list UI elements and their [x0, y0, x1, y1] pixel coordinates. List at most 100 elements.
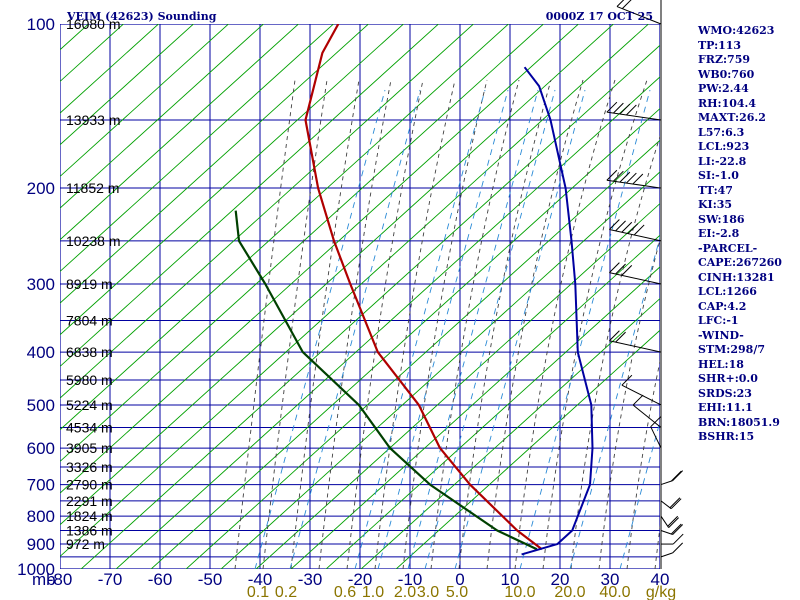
wind-barb-flag — [627, 223, 639, 234]
wind-barb — [606, 179, 662, 189]
wind-barb — [609, 340, 662, 353]
pressure-tick-label: 300 — [27, 275, 55, 294]
wind-barb-flag — [672, 533, 684, 545]
wind-barb-flag — [633, 224, 645, 236]
dry-adiabat-line — [80, 44, 660, 569]
dry-adiabat-line — [60, 24, 370, 304]
height-label: 972 m — [66, 536, 105, 552]
moist-adiabat-line — [234, 79, 296, 569]
mixing-ratio-lines — [254, 89, 660, 569]
wind-barb — [660, 480, 673, 486]
height-label: 8919 m — [66, 276, 113, 292]
stat-line: MAXT:26.2 — [698, 111, 766, 124]
moist-adiabat-line — [570, 135, 660, 569]
dry-adiabat-line — [60, 24, 615, 526]
stat-line: TT:47 — [698, 183, 733, 197]
height-label: 10238 m — [66, 233, 120, 249]
temperature-tick-label: 20 — [551, 570, 570, 589]
stat-line: TP:113 — [698, 38, 742, 52]
stat-line: EHI:11.1 — [698, 401, 753, 414]
dry-adiabat-line — [395, 329, 660, 569]
dry-adiabat-line — [60, 24, 580, 494]
mixing-ratio-label: 3.0 — [417, 584, 439, 600]
mixing-ratio-label: 0.1 — [247, 584, 269, 600]
wind-barb — [660, 515, 670, 528]
height-label: 5224 m — [66, 397, 113, 413]
moist-adiabat-line — [402, 79, 488, 569]
height-label: 1824 m — [66, 508, 113, 524]
temperature-tick-label: -20 — [348, 570, 373, 589]
stat-line: WB0:760 — [698, 67, 755, 81]
moist-adiabat-line — [458, 79, 552, 569]
temperature-tick-label: 30 — [601, 570, 620, 589]
pressure-tick-label: 1000 — [17, 560, 55, 579]
mixing-ratio-label: 20.0 — [554, 584, 585, 600]
pressure-unit-label: mb — [32, 570, 56, 589]
height-label: 2790 m — [66, 477, 113, 493]
stat-line: SRDS:23 — [698, 386, 752, 400]
mixing-ratio-line — [377, 89, 509, 569]
height-label: 7804 m — [66, 313, 113, 329]
pressure-tick-label: 100 — [27, 15, 55, 34]
wind-barb-flag — [632, 394, 644, 406]
dry-adiabat-line — [255, 202, 660, 569]
mixing-ratio-line — [407, 89, 539, 569]
mixing-ratio-line — [254, 89, 386, 569]
wind-barb — [616, 6, 662, 25]
height-label: 3905 m — [66, 440, 113, 456]
wind-barb-flag — [613, 102, 624, 114]
height-label: 3326 m — [66, 459, 113, 475]
stat-line: EI:-2.8 — [698, 227, 740, 240]
wind-barb — [660, 500, 672, 510]
mixing-ratio-line — [619, 419, 660, 569]
mixing-ratio-line — [569, 235, 660, 569]
dry-adiabat-line — [60, 24, 335, 273]
wind-barb-flag — [621, 0, 632, 9]
temperature-tick-label: -50 — [198, 570, 223, 589]
mixing-ratio-label: 1.0 — [362, 584, 384, 600]
wind-barb-flag — [619, 171, 631, 183]
stat-line: LI:-22.8 — [698, 154, 747, 168]
stat-line: L57:6.3 — [698, 125, 745, 139]
mixing-ratio-label: 40.0 — [599, 584, 630, 600]
moist-adiabat-line — [514, 79, 616, 569]
mixing-ratio-label: 0.2 — [275, 584, 297, 600]
dry-adiabat-line — [60, 24, 475, 399]
wind-barb-flag — [669, 497, 681, 509]
stat-line: FRZ:759 — [698, 53, 751, 66]
dry-adiabat-line — [60, 24, 650, 558]
wind-barb — [606, 111, 662, 121]
dry-adiabat-line — [360, 297, 660, 569]
stat-line: SHR+:0.0 — [698, 372, 758, 385]
dry-adiabat-line — [60, 24, 300, 241]
parcel-trace — [521, 66, 594, 556]
height-label: 13933 m — [66, 112, 120, 128]
wind-barb-flag — [672, 542, 684, 554]
height-label: 2291 m — [66, 493, 113, 509]
stat-line: CAP:4.2 — [698, 299, 747, 313]
dry-adiabat-line — [325, 266, 660, 569]
chart-title: VEIM (42623) Sounding — [66, 10, 217, 23]
temperature-tick-label: -10 — [398, 570, 423, 589]
pressure-tick-label: 600 — [27, 439, 55, 458]
stat-line: LCL:923 — [698, 140, 750, 153]
stat-line: WMO:42623 — [698, 24, 775, 37]
indices-panel: WMO:42623 TP:113 FRZ:759 WB0:760 PW:2.44 RH:1… — [698, 24, 782, 445]
wind-barb — [609, 272, 662, 285]
moist-adiabat-line — [346, 79, 424, 569]
wind-barb-flag — [672, 524, 684, 535]
wind-barb-flag — [672, 470, 684, 481]
moist-adiabat-line — [374, 79, 456, 569]
wind-barb-flag — [625, 104, 637, 116]
temperature-tick-label: 10 — [501, 570, 520, 589]
temperature-tick-label: -60 — [148, 570, 173, 589]
stat-line: LCL:1266 — [698, 285, 757, 298]
pressure-tick-label: 400 — [27, 343, 55, 362]
wind-barb-flag — [619, 103, 631, 115]
stat-line: SW:186 — [698, 212, 745, 226]
dry-adiabat-line — [60, 24, 510, 431]
wind-barb-flag — [668, 517, 679, 528]
height-label: 5980 m — [66, 372, 113, 388]
wind-barb-flag — [670, 498, 682, 510]
